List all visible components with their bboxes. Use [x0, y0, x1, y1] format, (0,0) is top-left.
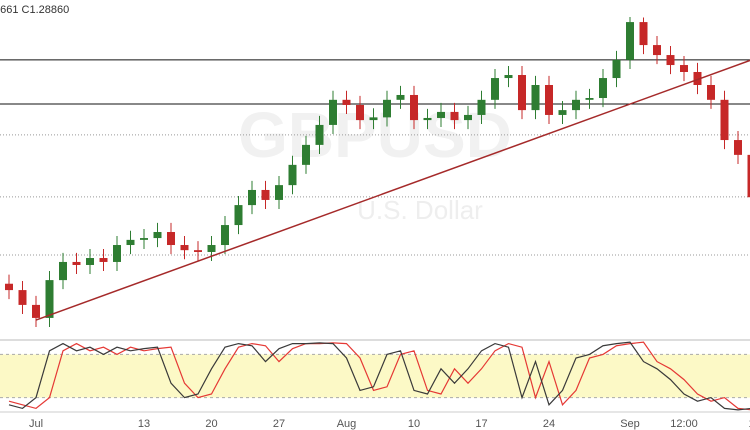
candle-body	[113, 245, 121, 262]
x-tick-label: 27	[273, 418, 285, 430]
candle-body	[261, 189, 270, 200]
candle-body	[626, 22, 634, 60]
trendline	[35, 59, 750, 321]
candle-body	[504, 75, 513, 79]
candle-body	[342, 99, 351, 105]
candle-body	[693, 71, 702, 85]
candle-body	[356, 104, 364, 121]
candle-body	[5, 283, 13, 291]
candle-body	[248, 189, 256, 206]
x-tick-label: 12:00	[670, 418, 698, 430]
candle-body	[234, 205, 243, 226]
candle-body	[32, 304, 40, 318]
oscillator-band	[0, 354, 750, 398]
ohlc-legend: 8661 C1.28860	[0, 4, 69, 16]
x-tick-label: 24	[543, 418, 555, 430]
candle-body	[302, 144, 310, 165]
candle-body	[383, 99, 391, 118]
candle-body	[545, 85, 553, 115]
candle-body	[194, 250, 202, 252]
candle-body	[275, 185, 283, 200]
candle-body	[612, 59, 621, 79]
candle-body	[720, 99, 729, 141]
candle-body	[396, 94, 405, 100]
candle-body	[585, 98, 594, 100]
candle-body	[72, 261, 81, 265]
candle-body	[572, 99, 580, 111]
candle-body	[329, 99, 337, 125]
candle-body	[59, 261, 67, 281]
candle-body	[680, 65, 688, 72]
candle-body	[99, 258, 108, 262]
candle-body	[707, 85, 715, 100]
x-tick-label: 13	[138, 418, 150, 430]
oscillator-line	[8, 341, 750, 411]
candle-body	[167, 232, 175, 246]
candle-body	[410, 94, 418, 121]
candle-body	[531, 85, 540, 111]
candle-body	[153, 232, 162, 239]
candle-body	[288, 164, 297, 186]
candle-body	[315, 124, 324, 145]
x-tick-label: Aug	[337, 418, 357, 430]
candle-body	[437, 111, 445, 118]
x-tick-label: 10	[408, 418, 420, 430]
x-tick-label: 17	[475, 418, 487, 430]
candle-body	[558, 110, 567, 115]
candle-body	[180, 245, 189, 251]
candle-body	[464, 114, 472, 121]
candle-body	[491, 78, 499, 100]
candle-body	[207, 245, 216, 252]
candle-body	[639, 22, 648, 46]
watermark-sub: U.S. Dollar	[357, 195, 483, 225]
plot: Jul 13 20 27 Aug 10 17 24 Sep 12:00 1	[0, 16, 750, 430]
x-tick-label: 20	[205, 418, 217, 430]
candle-body	[599, 78, 607, 99]
x-tick-label: Sep	[620, 418, 640, 430]
oscillator-line	[8, 341, 750, 411]
candle-body	[747, 154, 750, 198]
candle-body	[45, 280, 54, 318]
candle-body	[86, 258, 94, 265]
candle-body	[369, 117, 378, 121]
candle-body	[221, 225, 229, 246]
candle-body	[126, 239, 135, 246]
x-tick-label: 1	[748, 418, 750, 430]
candle-body	[450, 111, 459, 121]
candle-body	[18, 290, 27, 305]
x-tick-label: Jul	[29, 418, 43, 430]
candle-body	[140, 238, 148, 240]
candle-body	[734, 140, 742, 155]
candle-body	[653, 45, 661, 56]
candle-body	[518, 75, 526, 111]
candle-body	[423, 117, 432, 121]
candle-body	[666, 55, 675, 66]
candle-body	[477, 99, 486, 115]
